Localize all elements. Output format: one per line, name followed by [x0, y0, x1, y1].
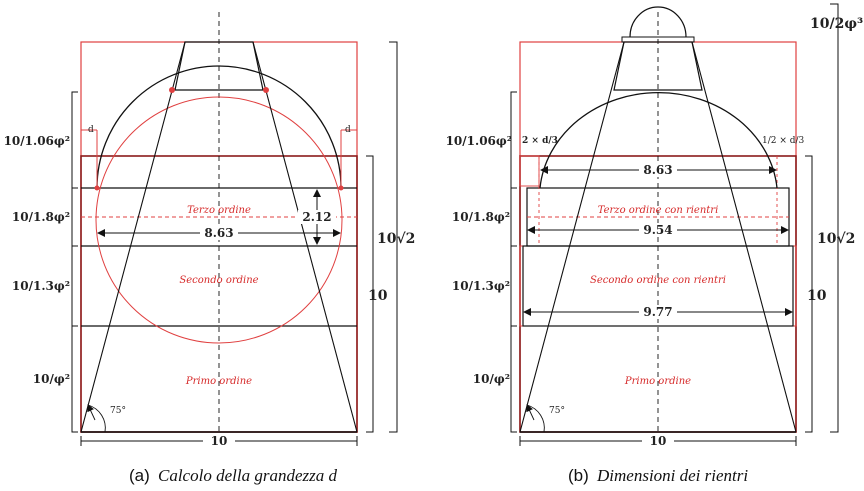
right-frac-label: 1/2 × d/3 [762, 136, 805, 146]
left-label-4: 10/φ² [33, 372, 70, 386]
order-terzo-b-label: Terzo ordine con rientri [598, 205, 719, 216]
left-label-b-1: 10/1.06φ² [446, 134, 512, 148]
dome-arc [96, 65, 342, 189]
right-label-10: 10 [368, 288, 388, 304]
slant-right [252, 41, 358, 433]
lantern-cap [621, 36, 695, 43]
order-primo-b-label: Primo ordine [624, 376, 691, 387]
angle-arc-b [526, 404, 545, 433]
left-bracket-b [510, 91, 517, 433]
right-brackets [366, 41, 398, 433]
intersection-dot-right [263, 87, 269, 93]
dim-9-54-label: 9.54 [643, 223, 672, 237]
dim-8-63-b-label: 8.63 [643, 163, 672, 177]
slant-left-b [519, 41, 625, 433]
panel-a: d d 8.63 2.12 Terzo ordine Secondo ordin… [4, 12, 415, 485]
intersection-dot-left [169, 87, 175, 93]
dim-8-63-label: 8.63 [204, 226, 233, 240]
right-label-10sqrt2: 10√2 [377, 231, 415, 247]
slant-right-b [691, 41, 797, 433]
order-secondo-b-label: Secondo ordine con rientri [590, 275, 726, 286]
slant-left [80, 41, 186, 433]
left-label-1: 10/1.06φ² [4, 134, 70, 148]
bottom-dim-label: 10 [211, 434, 228, 448]
left-label-3: 10/1.3φ² [12, 279, 70, 293]
right-label-b-10sqrt2: 10√2 [817, 231, 855, 247]
right-label-b-10: 10 [807, 288, 827, 304]
dome-arc-b [539, 92, 778, 189]
left-label-2: 10/1.8φ² [12, 210, 70, 224]
right-brackets-b [805, 3, 839, 433]
angle-label: 75° [110, 406, 126, 416]
dim-9-77-label: 9.77 [643, 305, 672, 319]
caption-b-text: Dimensioni dei rientri [596, 466, 748, 485]
d-label-right: d [345, 125, 351, 135]
left-bracket [71, 91, 78, 433]
left-label-b-3: 10/1.3φ² [452, 279, 510, 293]
order-terzo-label: Terzo ordine [187, 205, 251, 216]
red-circle [95, 96, 343, 344]
order-secondo-label: Secondo ordine [179, 275, 258, 286]
lantern-dome [629, 6, 687, 38]
panel-b: 2 × d/3 1/2 × d/3 8.63 9.54 9.77 Terzo o… [446, 3, 863, 485]
dim-2-12-label: 2.12 [302, 210, 331, 224]
bottom-dim-b-label: 10 [650, 434, 667, 448]
left-frac-label: 2 × d/3 [522, 136, 558, 146]
angle-label-b: 75° [549, 406, 565, 416]
right-label-b-top: 10/2φ³ [810, 16, 863, 32]
left-label-b-2: 10/1.8φ² [452, 210, 510, 224]
angle-arc [87, 404, 106, 433]
d-label-left: d [88, 125, 94, 135]
left-label-b-4: 10/φ² [473, 372, 510, 386]
caption-a-text: Calcolo della grandezza d [158, 466, 337, 485]
caption-b-prefix: (b) [568, 466, 589, 485]
order-primo-label: Primo ordine [185, 376, 252, 387]
caption-a-prefix: (a) [129, 466, 150, 485]
